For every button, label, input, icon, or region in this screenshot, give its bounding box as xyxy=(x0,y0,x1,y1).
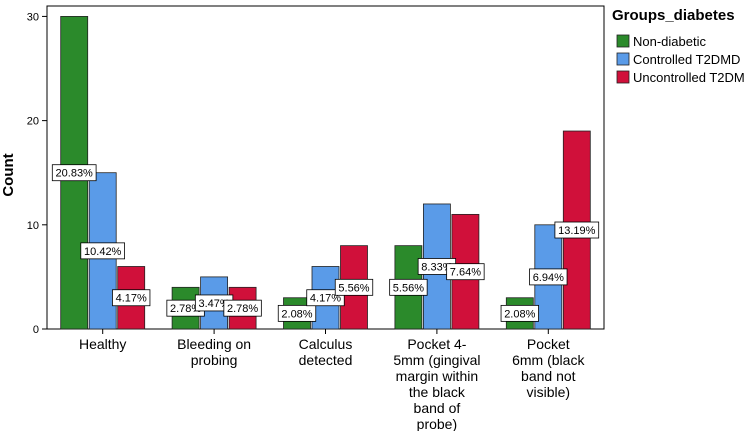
data-label-box xyxy=(554,221,600,239)
data-labels: 20.83% 10.42% 4.17% 2.78%3.47%2.78% 2.08% 4.1… xyxy=(51,164,600,322)
data-label: 10.42% xyxy=(80,242,126,260)
y-axis: 0 10 20 30 xyxy=(27,11,47,336)
y-tick-label: 10 xyxy=(27,220,39,232)
x-tick-label: Pocket 4-5mm (gingival margin within the b… xyxy=(393,336,480,431)
data-label: 2.08% xyxy=(277,304,317,322)
data-label-box xyxy=(80,242,126,260)
legend-label: Uncontrolled T2DM xyxy=(633,70,744,85)
data-label: 2.08% xyxy=(500,304,539,322)
data-label-box xyxy=(529,268,568,286)
data-label-text: 2.78% xyxy=(227,303,258,315)
data-label-text: 5.56% xyxy=(393,282,424,294)
data-label-text: 2.78% xyxy=(170,303,201,315)
x-tick-label: Pocket 6mm (black band not visible) xyxy=(512,336,585,400)
data-label: 5.56% xyxy=(389,278,428,296)
data-label-text: 10.42% xyxy=(84,246,122,258)
data-label-text: 13.19% xyxy=(558,225,596,237)
y-tick-label: 30 xyxy=(27,11,39,23)
y-tick-label: 0 xyxy=(33,324,39,336)
data-label-box xyxy=(500,304,539,322)
data-label-text: 4.17% xyxy=(116,293,147,305)
legend-swatch xyxy=(616,52,630,66)
data-label-text: 7.64% xyxy=(450,267,481,279)
data-label-text: 3.47% xyxy=(198,298,229,310)
x-axis: Healthy Bleeding on probing Calculus detecte… xyxy=(79,329,585,431)
data-label-box xyxy=(223,299,262,317)
data-label: 7.64% xyxy=(446,263,485,281)
x-tick-label: Healthy xyxy=(79,336,126,352)
legend-swatch xyxy=(616,34,630,48)
data-label-box xyxy=(446,263,485,281)
y-axis-title: Count xyxy=(0,153,17,196)
data-label-text: 8.33% xyxy=(421,261,452,273)
data-label-box xyxy=(112,289,151,307)
data-label-box xyxy=(51,164,97,182)
legend: Groups_diabetes Non-diabetic Controlled T… xyxy=(612,7,744,85)
data-label: 6.94% xyxy=(529,268,568,286)
data-label-text: 2.08% xyxy=(281,308,312,320)
legend-title: Groups_diabetes xyxy=(612,7,735,24)
legend-swatch xyxy=(616,70,630,84)
data-label: 2.78% xyxy=(223,299,262,317)
data-label-text: 6.94% xyxy=(533,272,564,284)
data-label-text: 5.56% xyxy=(338,282,369,294)
data-label-box xyxy=(389,278,428,296)
data-label-text: 2.08% xyxy=(504,308,535,320)
data-label: 5.56% xyxy=(334,278,374,296)
data-label: 4.17% xyxy=(112,289,151,307)
data-label-box xyxy=(334,278,374,296)
x-tick-label: Calculus detected xyxy=(299,336,353,368)
data-label: 20.83% xyxy=(51,164,97,182)
data-label-text: 4.17% xyxy=(310,293,341,305)
data-label: 13.19% xyxy=(554,221,600,239)
data-label-text: 20.83% xyxy=(56,168,94,180)
bars xyxy=(60,16,591,330)
legend-label: Non-diabetic xyxy=(633,34,706,49)
y-tick-label: 20 xyxy=(27,116,39,128)
legend-label: Controlled T2DMD xyxy=(633,52,740,67)
data-label-box xyxy=(277,304,317,322)
x-tick-label: Bleeding on probing xyxy=(177,336,251,368)
